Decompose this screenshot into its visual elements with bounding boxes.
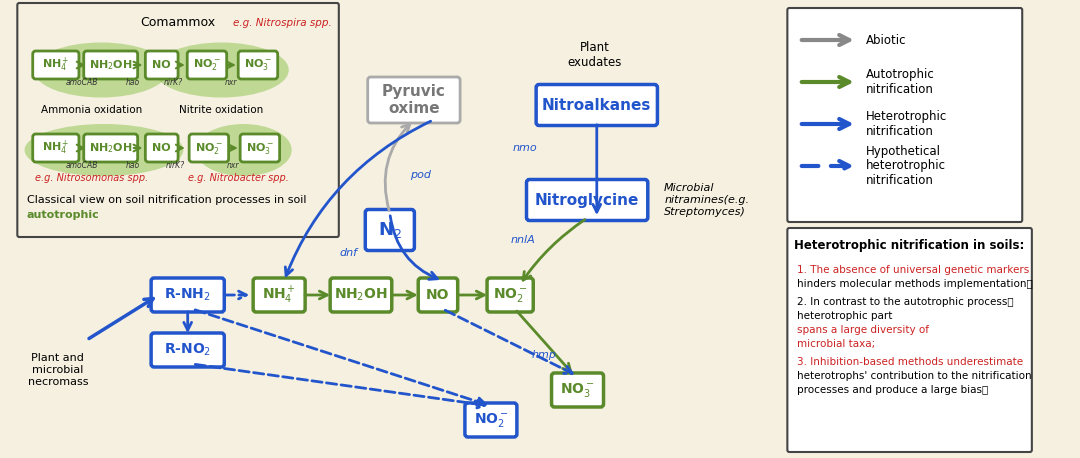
FancyBboxPatch shape bbox=[330, 278, 392, 312]
Text: amoCAB: amoCAB bbox=[66, 161, 98, 170]
FancyBboxPatch shape bbox=[151, 333, 225, 367]
Text: Nitroalkanes: Nitroalkanes bbox=[542, 98, 651, 113]
Text: nnlA: nnlA bbox=[510, 235, 535, 245]
FancyBboxPatch shape bbox=[552, 373, 604, 407]
FancyBboxPatch shape bbox=[418, 278, 458, 312]
Text: Plant
exudates: Plant exudates bbox=[568, 41, 622, 69]
FancyBboxPatch shape bbox=[32, 134, 79, 162]
Text: Abiotic: Abiotic bbox=[866, 33, 907, 47]
Text: NO: NO bbox=[152, 143, 171, 153]
Text: Nitrite oxidation: Nitrite oxidation bbox=[179, 105, 264, 115]
Text: 1. The absence of universal genetic markers: 1. The absence of universal genetic mark… bbox=[797, 265, 1029, 275]
Text: NO$_2^-$: NO$_2^-$ bbox=[474, 411, 509, 429]
Text: NH$_2$OH: NH$_2$OH bbox=[89, 141, 133, 155]
Text: e.g. Nitrobacter spp.: e.g. Nitrobacter spp. bbox=[188, 173, 289, 183]
FancyBboxPatch shape bbox=[146, 51, 178, 79]
Text: heterotrophs' contribution to the nitrification: heterotrophs' contribution to the nitrif… bbox=[797, 371, 1031, 381]
Text: Nitroglycine: Nitroglycine bbox=[535, 192, 639, 207]
Text: 3. Inhibition-based methods underestimate: 3. Inhibition-based methods underestimat… bbox=[797, 357, 1023, 367]
FancyBboxPatch shape bbox=[189, 134, 229, 162]
Text: Heterotrophic nitrification in soils:: Heterotrophic nitrification in soils: bbox=[795, 239, 1025, 251]
Text: Autotrophic
nitrification: Autotrophic nitrification bbox=[866, 68, 935, 96]
FancyBboxPatch shape bbox=[84, 51, 137, 79]
Text: Hypothetical
heterotrophic
nitrification: Hypothetical heterotrophic nitrification bbox=[866, 145, 946, 187]
Text: Pyruvic
oxime: Pyruvic oxime bbox=[382, 84, 446, 116]
Ellipse shape bbox=[25, 124, 184, 176]
Text: NO$_2^-$: NO$_2^-$ bbox=[193, 58, 221, 72]
Text: processes and produce a large bias；: processes and produce a large bias； bbox=[797, 385, 988, 395]
Text: NO$_3^-$: NO$_3^-$ bbox=[244, 58, 272, 72]
Text: N$_2$: N$_2$ bbox=[378, 220, 402, 240]
FancyBboxPatch shape bbox=[787, 8, 1023, 222]
Text: NO$_3^-$: NO$_3^-$ bbox=[246, 141, 274, 156]
Text: e.g. Nitrospira spp.: e.g. Nitrospira spp. bbox=[233, 18, 332, 28]
Text: R-NO$_2$: R-NO$_2$ bbox=[164, 342, 212, 358]
Text: autotrophic: autotrophic bbox=[27, 210, 99, 220]
Text: heterotrophic part: heterotrophic part bbox=[797, 311, 899, 321]
Text: Plant and
microbial
necromass: Plant and microbial necromass bbox=[27, 354, 87, 387]
FancyBboxPatch shape bbox=[187, 51, 227, 79]
Text: NH$_2$OH: NH$_2$OH bbox=[334, 287, 388, 303]
Text: hmp: hmp bbox=[531, 350, 556, 360]
FancyBboxPatch shape bbox=[84, 134, 137, 162]
Text: Classical view on soil nitrification processes in soil: Classical view on soil nitrification pro… bbox=[27, 195, 307, 205]
Text: Ammonia oxidation: Ammonia oxidation bbox=[41, 105, 143, 115]
Text: nxr: nxr bbox=[225, 78, 238, 87]
Text: nirK?: nirK? bbox=[164, 78, 183, 87]
Text: nxr: nxr bbox=[227, 161, 239, 170]
Text: hinders molecular methods implementation；: hinders molecular methods implementation… bbox=[797, 279, 1032, 289]
Text: 2. In contrast to the autotrophic process，: 2. In contrast to the autotrophic proces… bbox=[797, 297, 1014, 307]
FancyBboxPatch shape bbox=[527, 180, 648, 220]
Text: NH$_4^+$: NH$_4^+$ bbox=[42, 139, 69, 157]
FancyBboxPatch shape bbox=[253, 278, 306, 312]
Text: NH$_2$OH: NH$_2$OH bbox=[89, 58, 133, 72]
FancyBboxPatch shape bbox=[151, 278, 225, 312]
Text: Comammox: Comammox bbox=[140, 16, 216, 29]
FancyBboxPatch shape bbox=[32, 51, 79, 79]
Text: NH$_4^+$: NH$_4^+$ bbox=[262, 284, 296, 305]
Text: e.g. Nitrosomonas spp.: e.g. Nitrosomonas spp. bbox=[35, 173, 148, 183]
Text: dnf: dnf bbox=[339, 248, 357, 258]
Ellipse shape bbox=[195, 124, 292, 176]
Text: NO$_3^-$: NO$_3^-$ bbox=[561, 381, 595, 399]
Text: pod: pod bbox=[410, 170, 431, 180]
Text: NO: NO bbox=[152, 60, 171, 70]
Text: amoCAB: amoCAB bbox=[66, 78, 98, 87]
FancyBboxPatch shape bbox=[536, 84, 658, 125]
Ellipse shape bbox=[154, 43, 288, 98]
FancyBboxPatch shape bbox=[365, 209, 415, 251]
Text: NO$_2^-$: NO$_2^-$ bbox=[194, 141, 222, 156]
FancyBboxPatch shape bbox=[487, 278, 534, 312]
Text: nirK?: nirK? bbox=[165, 161, 185, 170]
Text: NO: NO bbox=[427, 288, 449, 302]
Text: microbial taxa;: microbial taxa; bbox=[797, 339, 875, 349]
Text: Heterotrophic
nitrification: Heterotrophic nitrification bbox=[866, 110, 947, 138]
Text: R-NH$_2$: R-NH$_2$ bbox=[164, 287, 211, 303]
FancyBboxPatch shape bbox=[146, 134, 178, 162]
FancyBboxPatch shape bbox=[464, 403, 517, 437]
Text: NH$_4^+$: NH$_4^+$ bbox=[42, 56, 69, 74]
Text: hao: hao bbox=[125, 78, 140, 87]
FancyBboxPatch shape bbox=[787, 228, 1031, 452]
Ellipse shape bbox=[33, 43, 168, 98]
Text: NO$_2^-$: NO$_2^-$ bbox=[492, 286, 527, 304]
Text: nmo: nmo bbox=[512, 143, 537, 153]
FancyBboxPatch shape bbox=[17, 3, 339, 237]
Text: spans a large diversity of: spans a large diversity of bbox=[797, 325, 929, 335]
FancyBboxPatch shape bbox=[240, 134, 280, 162]
Text: Microbial
nitramines(e.g.
Streptomyces): Microbial nitramines(e.g. Streptomyces) bbox=[664, 183, 750, 217]
Text: hao: hao bbox=[125, 161, 140, 170]
FancyBboxPatch shape bbox=[367, 77, 460, 123]
FancyBboxPatch shape bbox=[239, 51, 278, 79]
